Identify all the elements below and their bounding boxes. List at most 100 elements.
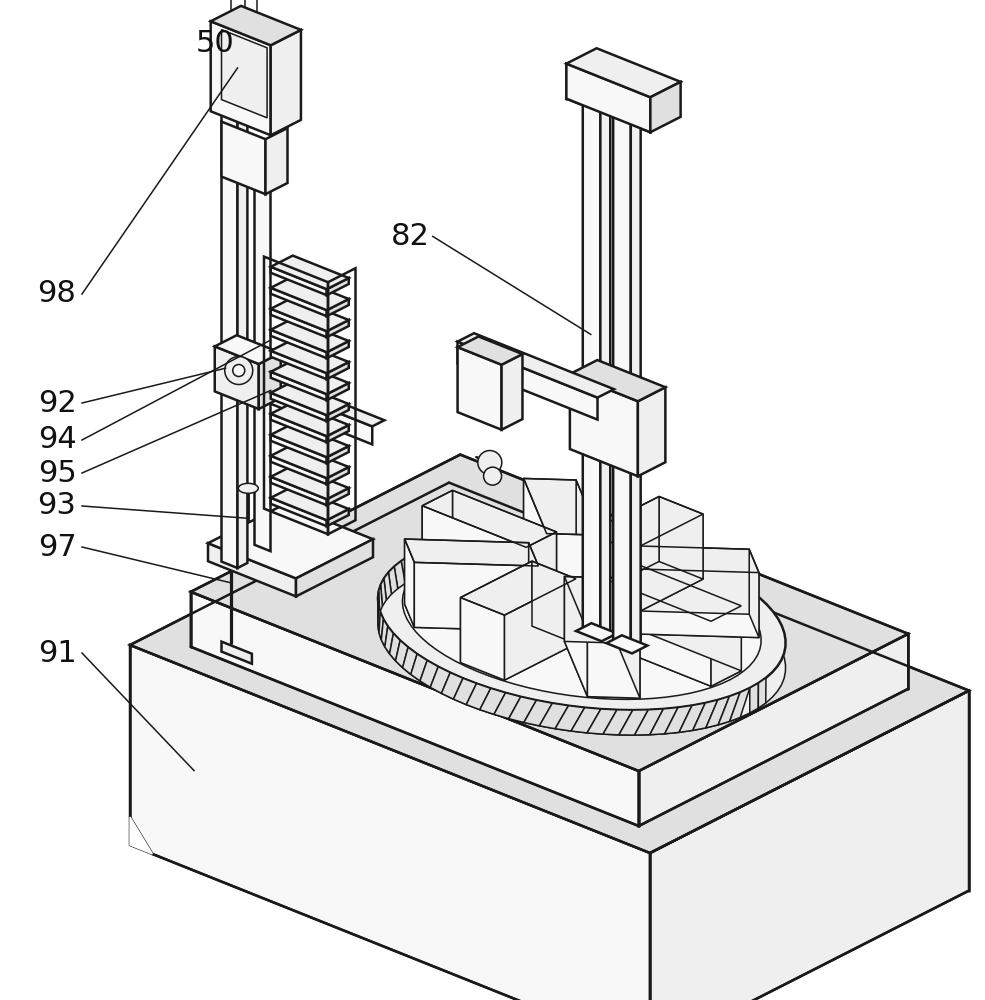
Polygon shape — [378, 532, 785, 710]
Polygon shape — [381, 619, 388, 647]
Polygon shape — [240, 374, 372, 444]
Polygon shape — [650, 708, 678, 735]
Polygon shape — [271, 277, 349, 310]
Polygon shape — [619, 710, 648, 735]
Text: 93: 93 — [37, 491, 77, 520]
Polygon shape — [385, 626, 393, 654]
Polygon shape — [390, 633, 400, 661]
Polygon shape — [607, 635, 647, 653]
Polygon shape — [458, 336, 522, 365]
Polygon shape — [191, 455, 908, 771]
Polygon shape — [524, 700, 553, 726]
Polygon shape — [566, 64, 650, 132]
Polygon shape — [423, 506, 526, 612]
Polygon shape — [587, 561, 703, 615]
Polygon shape — [547, 534, 599, 600]
Polygon shape — [327, 341, 349, 358]
Polygon shape — [587, 533, 631, 615]
Polygon shape — [327, 404, 349, 421]
Polygon shape — [458, 347, 501, 430]
Polygon shape — [271, 256, 349, 289]
Polygon shape — [327, 446, 349, 463]
Polygon shape — [327, 299, 349, 316]
Text: 94: 94 — [37, 426, 77, 454]
Polygon shape — [631, 514, 703, 615]
Polygon shape — [254, 151, 271, 551]
Polygon shape — [457, 333, 614, 398]
Polygon shape — [327, 509, 349, 526]
Polygon shape — [524, 543, 599, 600]
Polygon shape — [634, 709, 663, 735]
Polygon shape — [614, 113, 630, 650]
Polygon shape — [327, 425, 349, 442]
Polygon shape — [402, 542, 761, 699]
Polygon shape — [601, 103, 611, 638]
Polygon shape — [564, 576, 617, 643]
Polygon shape — [222, 642, 252, 664]
Circle shape — [232, 364, 244, 376]
Polygon shape — [378, 591, 379, 619]
Polygon shape — [508, 697, 537, 722]
Polygon shape — [130, 645, 650, 1000]
Polygon shape — [240, 367, 384, 426]
Polygon shape — [540, 703, 568, 729]
Polygon shape — [706, 696, 729, 728]
Polygon shape — [480, 688, 505, 714]
Polygon shape — [378, 585, 382, 613]
Polygon shape — [625, 611, 758, 638]
Polygon shape — [271, 435, 327, 463]
Polygon shape — [493, 693, 521, 719]
Polygon shape — [423, 490, 452, 571]
Polygon shape — [587, 632, 640, 698]
Polygon shape — [271, 424, 349, 457]
Polygon shape — [208, 543, 296, 596]
Polygon shape — [659, 496, 703, 579]
Polygon shape — [327, 383, 349, 400]
Polygon shape — [271, 456, 327, 484]
Polygon shape — [215, 346, 259, 409]
Polygon shape — [637, 564, 742, 671]
Polygon shape — [271, 309, 327, 337]
Polygon shape — [564, 576, 587, 697]
Polygon shape — [576, 623, 617, 641]
Polygon shape — [271, 361, 349, 394]
Polygon shape — [271, 30, 301, 135]
Polygon shape — [410, 551, 424, 579]
Text: 82: 82 — [391, 222, 430, 251]
Polygon shape — [576, 480, 599, 600]
Circle shape — [225, 357, 253, 384]
Polygon shape — [394, 561, 405, 589]
Polygon shape — [396, 640, 408, 668]
Polygon shape — [461, 561, 532, 663]
Polygon shape — [271, 330, 327, 358]
Polygon shape — [378, 605, 380, 633]
Polygon shape — [587, 709, 617, 734]
Polygon shape — [750, 549, 758, 638]
Polygon shape — [665, 706, 691, 734]
Polygon shape — [388, 567, 398, 594]
Polygon shape — [271, 340, 349, 373]
Polygon shape — [526, 532, 557, 612]
Polygon shape — [457, 342, 598, 420]
Polygon shape — [583, 101, 601, 638]
Polygon shape — [587, 496, 659, 598]
Text: 50: 50 — [196, 28, 234, 57]
Circle shape — [478, 451, 501, 475]
Polygon shape — [403, 647, 417, 674]
Polygon shape — [650, 82, 681, 132]
Polygon shape — [607, 580, 711, 686]
Polygon shape — [603, 710, 632, 735]
Polygon shape — [271, 382, 349, 415]
Polygon shape — [630, 115, 640, 650]
Polygon shape — [461, 598, 504, 680]
Polygon shape — [750, 683, 758, 713]
Polygon shape — [211, 21, 271, 135]
Polygon shape — [430, 667, 450, 693]
Polygon shape — [635, 569, 758, 638]
Polygon shape — [271, 319, 349, 352]
Polygon shape — [617, 578, 640, 698]
Polygon shape — [625, 546, 750, 614]
Polygon shape — [384, 572, 391, 600]
Polygon shape — [327, 467, 349, 484]
Polygon shape — [405, 539, 415, 627]
